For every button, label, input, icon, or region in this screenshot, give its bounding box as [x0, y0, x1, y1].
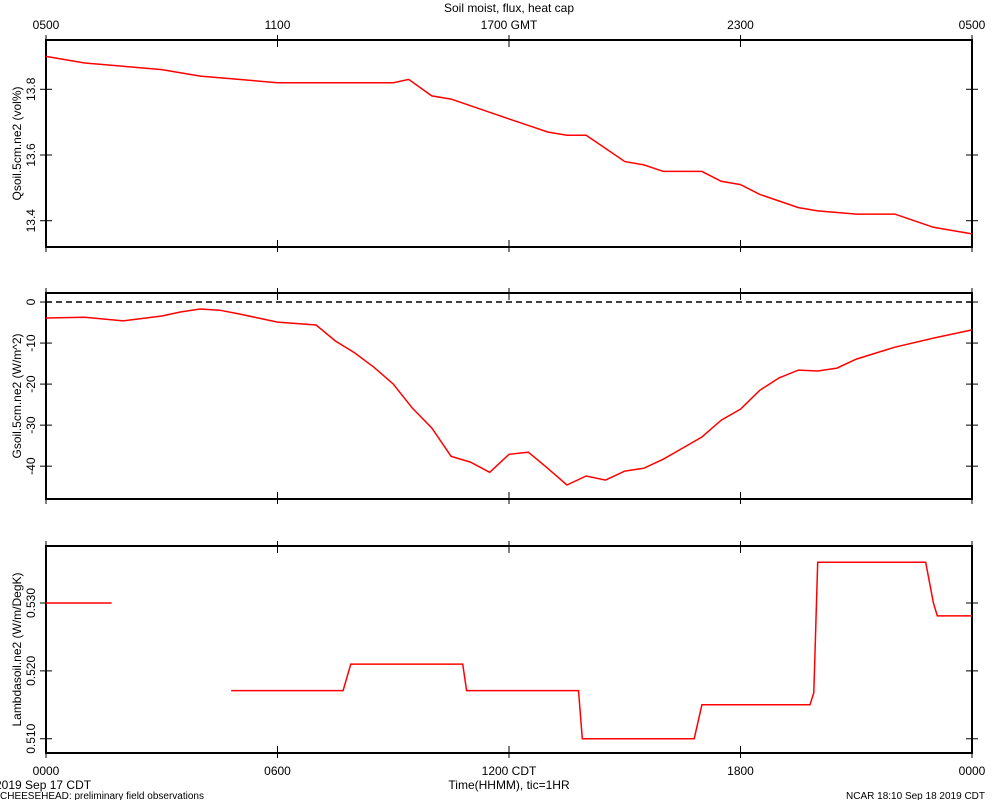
x2-tick-label: 1100 — [265, 18, 291, 32]
y-tick-label: 13.6 — [24, 143, 38, 167]
plot-frame — [45, 545, 973, 754]
y-tick-label: 0.510 — [24, 723, 38, 753]
y-tick-label: 0.530 — [24, 588, 38, 618]
y-tick-label: -30 — [24, 416, 38, 434]
chart-title: Soil moist, flux, heat cap — [444, 1, 574, 15]
x-tick-label: 1800 — [727, 764, 754, 778]
x-axis-label: Time(HHMM), tic=1HR — [448, 778, 570, 792]
x2-tick-label: 2300 — [727, 18, 754, 32]
y-tick-label: -20 — [24, 375, 38, 393]
data-line — [45, 308, 973, 486]
plot-frame — [45, 39, 973, 248]
x-tick-label: 1200 CDT — [482, 764, 537, 778]
start-date: 2019 Sep 17 CDT — [0, 778, 92, 792]
x-tick-label: 0000 — [33, 764, 60, 778]
y-tick-label: 13.8 — [24, 77, 38, 101]
y-axis-label: Lambdasoil.ne2 (W/m/DegK) — [10, 572, 24, 726]
y-tick-label: 0 — [24, 298, 38, 305]
y-tick-label: 0.520 — [24, 656, 38, 686]
y-axis-label: Gsoil.5cm.ne2 (W/m^2) — [10, 334, 24, 459]
plot-frame — [45, 292, 973, 500]
data-line — [46, 561, 972, 740]
x-tick-label: 0600 — [264, 764, 291, 778]
y-tick-label: -40 — [24, 457, 38, 475]
x2-tick-label: 0500 — [33, 18, 60, 32]
y-tick-label: 13.4 — [24, 209, 38, 233]
x2-tick-label: 0500 — [959, 18, 986, 32]
x-tick-label: 0000 — [959, 764, 986, 778]
timestamp: NCAR 18:10 Sep 18 2019 CDT — [846, 791, 985, 800]
y-tick-label: -10 — [24, 334, 38, 352]
x2-tick-label: 1700 GMT — [481, 18, 538, 32]
project-note: CHEESEHEAD: preliminary field observatio… — [0, 791, 204, 800]
y-axis-label: Qsoil.5cm.ne2 (vol%) — [10, 86, 24, 200]
data-line — [45, 55, 973, 235]
